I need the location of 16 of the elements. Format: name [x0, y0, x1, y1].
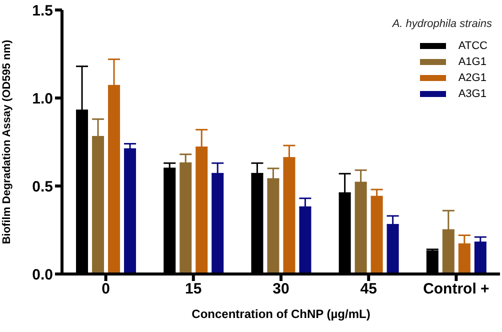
legend-label: A1G1: [458, 56, 486, 68]
x-tick-label: 0: [102, 280, 110, 298]
x-axis-title: Concentration of ChNP (µg/mL): [192, 307, 370, 321]
y-tick-label: 1.5: [32, 2, 53, 20]
legend-label: A2G1: [458, 72, 486, 84]
x-tick-label: 30: [272, 280, 290, 298]
x-tick-label: Control +: [423, 280, 490, 298]
y-axis-title: Biofilm Degradation Assay (OD595 nm): [0, 39, 13, 244]
y-tick-label: 1.0: [32, 90, 53, 108]
x-tick-label: 45: [360, 280, 377, 298]
y-tick-label: 0.5: [32, 178, 53, 196]
legend-label: A3G1: [458, 88, 486, 100]
legend-title: A. hydrophila strains: [392, 18, 492, 30]
y-tick-label: 0.0: [32, 266, 53, 284]
legend-label: ATCC: [458, 40, 488, 52]
x-tick-label: 15: [185, 280, 202, 298]
